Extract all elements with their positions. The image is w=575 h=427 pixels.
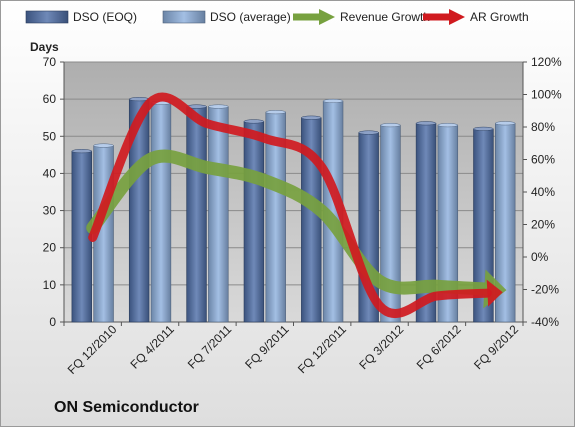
bar — [186, 106, 207, 323]
y2-tick-label: 60% — [531, 153, 555, 167]
bar-top — [265, 110, 286, 115]
bar-top — [415, 121, 437, 126]
bar-top — [71, 149, 92, 154]
y2-tick-label: 0% — [531, 250, 549, 264]
series-line — [86, 149, 491, 296]
bar-top — [380, 123, 401, 128]
company-label: ON Semiconductor — [54, 399, 199, 416]
bar-top — [358, 130, 379, 135]
y2-tick-label: 120% — [531, 55, 562, 69]
y2-tick-label: -20% — [531, 283, 559, 297]
legend-label: DSO (average) — [210, 10, 291, 24]
y-tick-label: 40 — [43, 166, 57, 180]
series-arrowhead — [486, 279, 503, 307]
y-axis-title: Days — [30, 40, 59, 54]
legend-swatch — [25, 10, 69, 24]
y-tick-label: 60 — [43, 92, 57, 106]
legend-arrowhead — [319, 9, 335, 25]
legend-label: DSO (EOQ) — [73, 10, 137, 24]
y-tick-label: 70 — [43, 55, 57, 69]
legend: DSO (EOQ) DSO (average) Revenue Growth AR G… — [25, 9, 529, 25]
bar — [150, 102, 172, 323]
bar-top — [208, 104, 229, 109]
y-tick-label: 50 — [43, 129, 57, 143]
legend-arrowhead — [449, 9, 465, 25]
y2-tick-label: -40% — [531, 315, 559, 329]
y-tick-label: 30 — [43, 204, 57, 218]
bar-top — [93, 143, 114, 148]
bar-top — [322, 98, 344, 104]
y2-tick-label: 20% — [531, 218, 555, 232]
legend-label: AR Growth — [470, 10, 529, 24]
y2-tick-label: 80% — [531, 120, 555, 134]
legend-label: Revenue Growth — [340, 10, 430, 24]
y2-tick-label: 40% — [531, 185, 555, 199]
bar-top — [495, 121, 516, 126]
bar-top — [301, 115, 322, 120]
series-line — [88, 92, 492, 318]
y-tick-label: 10 — [43, 278, 57, 292]
bar-top — [437, 123, 458, 128]
bar-top — [243, 119, 265, 124]
bar — [243, 121, 265, 323]
bar-top — [473, 126, 494, 131]
bar — [208, 106, 229, 323]
y-tick-label: 0 — [49, 315, 56, 329]
legend-swatch — [162, 10, 206, 24]
y2-tick-label: 100% — [531, 88, 562, 102]
y-tick-label: 20 — [43, 241, 57, 255]
